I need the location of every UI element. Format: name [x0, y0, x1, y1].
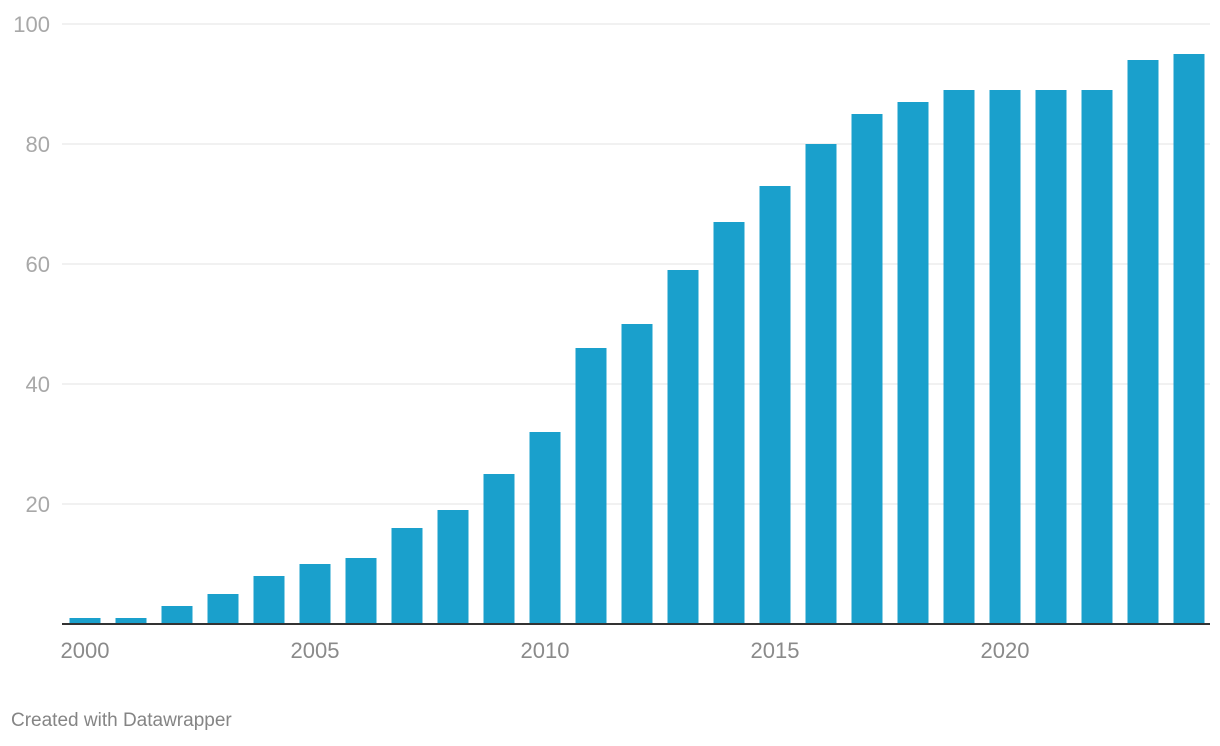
bar-2008 — [437, 510, 469, 624]
chart-svg: 20 40 60 80 100 2000 2005 2010 2015 2020 — [13, 12, 1210, 663]
bar-2024 — [1173, 54, 1205, 624]
bar-2005 — [299, 564, 331, 624]
x-tick-label: 2000 — [61, 638, 110, 663]
bar-2015 — [759, 186, 791, 624]
y-tick-label: 100 — [13, 12, 50, 37]
bars — [69, 54, 1205, 624]
x-tick-label: 2010 — [521, 638, 570, 663]
bar-2003 — [207, 594, 239, 624]
y-tick-label: 80 — [26, 132, 50, 157]
bar-chart: 20 40 60 80 100 2000 2005 2010 2015 2020 — [13, 12, 1210, 663]
bar-2022 — [1081, 90, 1113, 624]
bar-2019 — [943, 90, 975, 624]
footer-credit: Created with Datawrapper — [11, 710, 232, 731]
bar-2009 — [483, 474, 515, 624]
bar-2007 — [391, 528, 423, 624]
bar-2017 — [851, 114, 883, 624]
x-tick-label: 2015 — [751, 638, 800, 663]
bar-2021 — [1035, 90, 1067, 624]
bar-2018 — [897, 102, 929, 624]
bar-2023 — [1127, 60, 1159, 624]
y-tick-label: 40 — [26, 372, 50, 397]
bar-2012 — [621, 324, 653, 624]
bar-2020 — [989, 90, 1021, 624]
axes: 20 40 60 80 100 2000 2005 2010 2015 2020 — [13, 12, 1210, 663]
bar-2002 — [161, 606, 193, 624]
y-tick-label: 20 — [26, 492, 50, 517]
x-tick-label: 2020 — [981, 638, 1030, 663]
x-tick-label: 2005 — [291, 638, 340, 663]
bar-2014 — [713, 222, 745, 624]
bar-2011 — [575, 348, 607, 624]
bar-2016 — [805, 144, 837, 624]
bar-2006 — [345, 558, 377, 624]
bar-2000 — [69, 618, 101, 624]
bar-2010 — [529, 432, 561, 624]
bar-2004 — [253, 576, 285, 624]
y-tick-label: 60 — [26, 252, 50, 277]
bar-2013 — [667, 270, 699, 624]
bar-2001 — [115, 618, 147, 624]
